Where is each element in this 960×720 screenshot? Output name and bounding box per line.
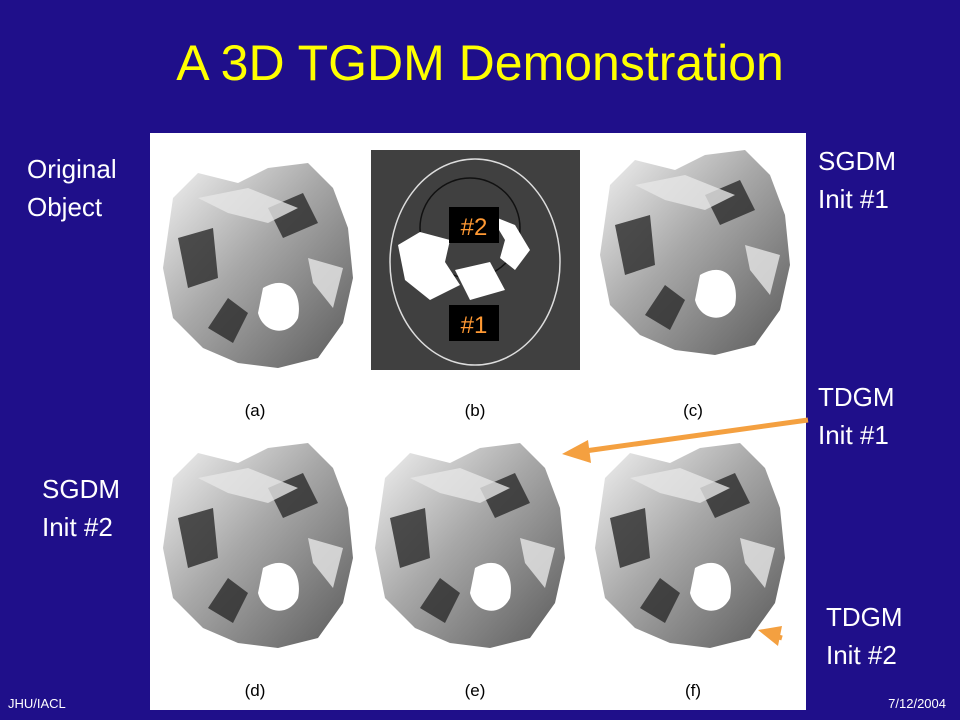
side-label-line: TDGM	[826, 602, 903, 632]
init-marker: #2	[461, 214, 488, 241]
side-label-line: Original	[27, 154, 117, 184]
panel-caption: (a)	[245, 401, 266, 420]
side-label-line: TDGM	[818, 382, 895, 412]
init-marker: #1	[461, 312, 488, 339]
side-label: Original Object	[27, 154, 117, 222]
panel-caption: (f)	[685, 681, 701, 700]
init-image	[371, 150, 580, 370]
arrows	[562, 417, 809, 646]
footer-left: JHU/IACL	[8, 696, 66, 711]
marker-box	[449, 207, 499, 243]
marker-box	[449, 305, 499, 341]
panel-caption: (b)	[465, 401, 486, 420]
panel-caption: (e)	[465, 681, 486, 700]
side-label-line: SGDM	[42, 474, 120, 504]
side-label: TDGM Init #1	[818, 382, 895, 450]
side-label-line: Init #2	[826, 640, 897, 670]
side-label-line: Object	[27, 192, 103, 222]
side-label-line: Init #2	[42, 512, 113, 542]
side-label-line: Init #1	[818, 420, 889, 450]
slide-title: A 3D TGDM Demonstration	[176, 35, 784, 91]
panel-caption: (c)	[683, 401, 703, 420]
footer-right: 7/12/2004	[888, 696, 946, 711]
side-label: SGDM Init #1	[818, 146, 896, 214]
side-label-line: Init #1	[818, 184, 889, 214]
side-label-line: SGDM	[818, 146, 896, 176]
panel-caption: (d)	[245, 681, 266, 700]
side-label: SGDM Init #2	[42, 474, 120, 542]
side-label: TDGM Init #2	[826, 602, 903, 670]
